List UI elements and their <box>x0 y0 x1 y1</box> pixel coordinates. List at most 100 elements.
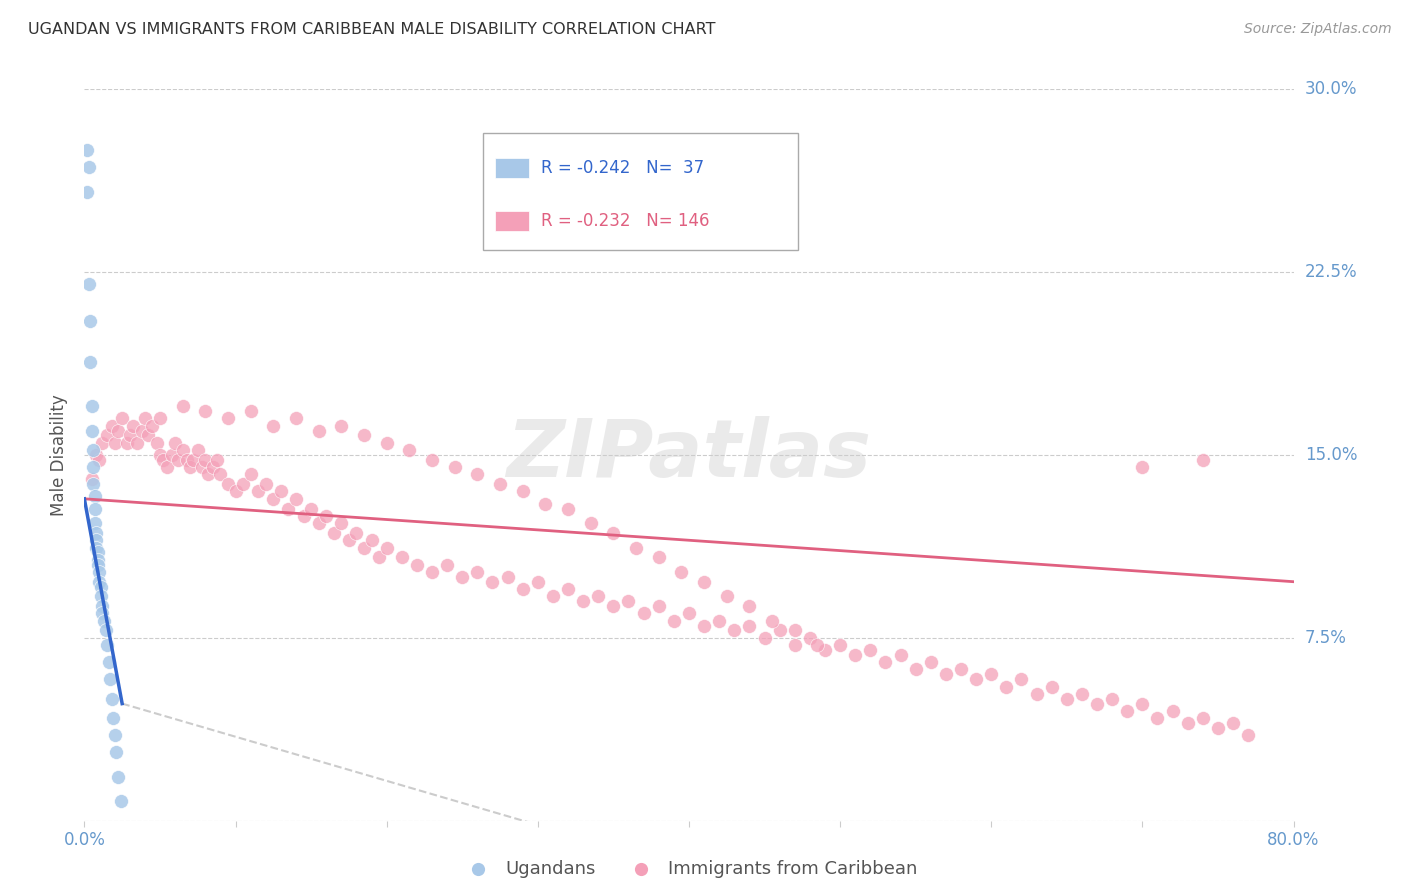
Point <box>80 424 103 438</box>
Point <box>489 477 512 491</box>
Point <box>104 435 127 450</box>
Point <box>420 452 443 467</box>
Point <box>194 452 217 467</box>
Text: 30.0%: 30.0% <box>1305 80 1357 98</box>
Point <box>152 452 174 467</box>
Point <box>163 435 186 450</box>
Point <box>1040 680 1063 694</box>
Point <box>217 477 239 491</box>
Point <box>322 525 344 540</box>
Point <box>830 638 852 652</box>
Point <box>526 574 548 589</box>
Point <box>920 655 942 669</box>
Point <box>118 428 141 442</box>
Point <box>115 435 138 450</box>
Point <box>194 404 217 418</box>
Point <box>904 663 927 677</box>
Point <box>1161 704 1184 718</box>
Point <box>572 594 595 608</box>
Point <box>716 590 738 604</box>
Point <box>579 516 602 531</box>
Point <box>94 624 117 638</box>
Point <box>91 607 114 621</box>
Text: 15.0%: 15.0% <box>1305 446 1357 464</box>
Point <box>1130 697 1153 711</box>
Point <box>82 460 104 475</box>
Point <box>738 618 761 632</box>
Point <box>617 594 640 608</box>
Point <box>451 570 474 584</box>
Point <box>80 399 103 413</box>
Point <box>481 574 503 589</box>
Point <box>541 590 564 604</box>
Point <box>100 691 122 706</box>
Point <box>93 614 115 628</box>
Point <box>270 484 292 499</box>
Point <box>1056 691 1078 706</box>
Point <box>783 624 806 638</box>
Point <box>308 516 330 531</box>
Point <box>406 558 429 572</box>
Point <box>950 663 973 677</box>
Point <box>76 185 98 199</box>
Point <box>100 418 122 433</box>
Point <box>90 590 112 604</box>
Point <box>84 516 107 531</box>
Point <box>353 428 375 442</box>
Point <box>420 565 443 579</box>
Point <box>436 558 458 572</box>
Point <box>176 452 198 467</box>
Y-axis label: Male Disability: Male Disability <box>51 394 69 516</box>
Point <box>443 460 465 475</box>
Point <box>678 607 700 621</box>
Point <box>247 484 270 499</box>
Point <box>284 411 308 425</box>
Point <box>79 355 101 369</box>
Point <box>602 599 624 613</box>
Point <box>149 411 172 425</box>
Text: 7.5%: 7.5% <box>1305 629 1347 647</box>
Legend: Ugandans, Immigrants from Caribbean: Ugandans, Immigrants from Caribbean <box>453 853 925 885</box>
Point <box>254 477 277 491</box>
Point <box>86 541 108 555</box>
Point <box>557 501 579 516</box>
Text: 22.5%: 22.5% <box>1305 263 1357 281</box>
Point <box>101 711 124 725</box>
Point <box>693 618 716 632</box>
Point <box>181 452 204 467</box>
Point <box>368 550 391 565</box>
Point <box>360 533 382 548</box>
Point <box>167 452 190 467</box>
Point <box>91 599 114 613</box>
Point <box>201 460 224 475</box>
Point <box>197 467 219 482</box>
Point <box>375 541 398 555</box>
Point <box>187 443 209 458</box>
Point <box>107 424 129 438</box>
Point <box>160 448 183 462</box>
Point <box>330 516 353 531</box>
Point <box>1116 704 1139 718</box>
Point <box>647 599 671 613</box>
Point <box>239 404 262 418</box>
Text: ZIPatlas: ZIPatlas <box>506 416 872 494</box>
Point <box>146 435 169 450</box>
Point <box>149 448 172 462</box>
Point <box>1191 452 1213 467</box>
Point <box>806 638 828 652</box>
Point <box>353 541 375 555</box>
Point <box>97 655 120 669</box>
Point <box>1010 672 1032 686</box>
Point <box>602 525 624 540</box>
Point <box>80 472 103 486</box>
FancyBboxPatch shape <box>495 158 529 178</box>
Point <box>769 624 792 638</box>
Point <box>84 489 107 503</box>
Point <box>1101 691 1123 706</box>
Text: Source: ZipAtlas.com: Source: ZipAtlas.com <box>1244 22 1392 37</box>
Point <box>104 728 127 742</box>
Point <box>107 770 129 784</box>
Point <box>299 501 322 516</box>
Point <box>156 460 179 475</box>
Point <box>89 574 111 589</box>
